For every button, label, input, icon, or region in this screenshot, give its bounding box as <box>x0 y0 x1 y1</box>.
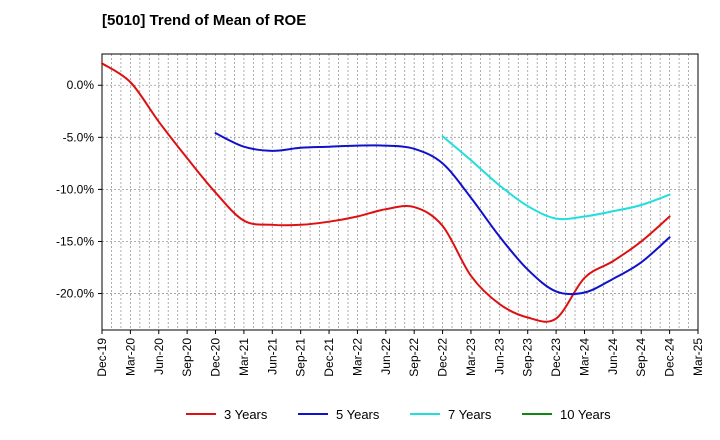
x-tick-label: Jun-20 <box>152 338 166 375</box>
x-tick-label: Sep-23 <box>521 338 535 377</box>
x-axis: Dec-19 Mar-20 Jun-20 Sep-20 Dec-20 Mar-21 Jun-… <box>95 330 705 377</box>
y-tick-label: -20.0% <box>56 287 94 301</box>
x-tick-label: Dec-22 <box>436 338 450 377</box>
x-tick-label: Sep-24 <box>634 338 648 377</box>
y-tick-label: -15.0% <box>56 234 94 248</box>
x-tick-label: Sep-21 <box>294 338 308 377</box>
x-tick-label: Sep-22 <box>407 338 421 377</box>
legend-label: 10 Years <box>560 407 611 422</box>
x-tick-label: Jun-24 <box>606 338 620 375</box>
series-line-3-years <box>101 62 671 323</box>
x-tick-label: Mar-21 <box>237 338 251 376</box>
legend-label: 5 Years <box>336 407 380 422</box>
series-lines <box>101 62 671 323</box>
x-tick-label: Mar-23 <box>464 338 478 376</box>
x-tick-label: Mar-24 <box>577 338 591 376</box>
legend-label: 7 Years <box>448 407 492 422</box>
x-tick-label: Dec-24 <box>663 338 677 377</box>
x-tick-label: Dec-19 <box>95 338 109 377</box>
y-tick-label: 0.0% <box>67 78 95 92</box>
x-tick-label: Mar-20 <box>123 338 137 376</box>
legend-label: 3 Years <box>224 407 268 422</box>
series-line-7-years <box>441 135 671 221</box>
series-line-5-years <box>214 132 671 296</box>
x-tick-label: Sep-20 <box>180 338 194 377</box>
chart-title: [5010] Trend of Mean of ROE <box>102 12 306 29</box>
x-tick-label: Jun-23 <box>492 338 506 375</box>
grid-lines <box>102 54 698 330</box>
x-tick-label: Jun-22 <box>379 338 393 375</box>
y-tick-label: -5.0% <box>63 130 95 144</box>
y-axis: 0.0% -5.0% -10.0% -15.0% -20.0% <box>56 78 102 301</box>
x-tick-label: Dec-23 <box>549 338 563 377</box>
y-tick-label: -10.0% <box>56 182 94 196</box>
x-tick-label: Mar-25 <box>691 338 705 376</box>
x-tick-label: Dec-20 <box>209 338 223 377</box>
x-tick-label: Mar-22 <box>350 338 364 376</box>
x-tick-label: Dec-21 <box>322 338 336 377</box>
x-tick-label: Jun-21 <box>265 338 279 375</box>
legend: 3 Years 5 Years 7 Years 10 Years <box>186 407 611 422</box>
plot-area-frame <box>101 53 699 331</box>
